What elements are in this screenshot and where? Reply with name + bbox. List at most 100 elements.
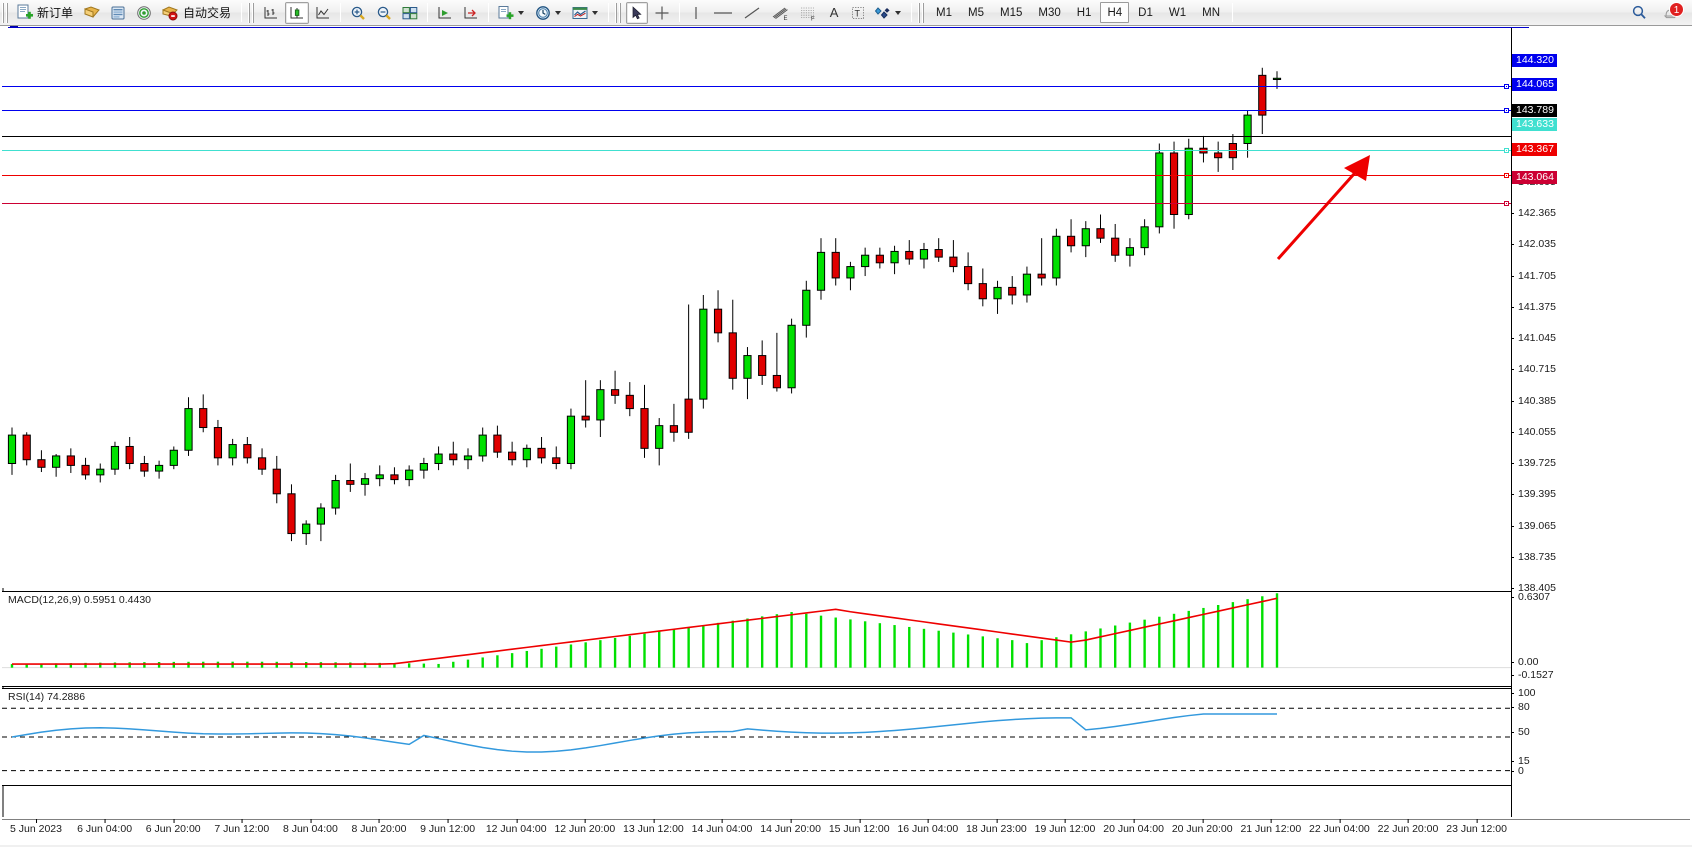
svg-text:T: T [855, 8, 861, 18]
price-tick-label: 142.365 [1518, 207, 1556, 220]
status-bar [0, 845, 1692, 847]
chevron-down-icon[interactable] [518, 10, 525, 15]
new-order-button[interactable]: 新订单 [13, 2, 78, 24]
price-level-143-064-handle[interactable] [1504, 201, 1509, 206]
chevron-down-icon[interactable] [592, 10, 599, 15]
horizontal-line-button[interactable] [709, 2, 737, 24]
periods-button[interactable] [531, 2, 566, 24]
text-button[interactable]: A [829, 5, 839, 20]
price-level-144-320-tag[interactable]: 144.320 [1512, 54, 1557, 67]
zoom-out-button[interactable] [372, 2, 396, 24]
price-level-143-064-tag[interactable]: 143.064 [1512, 171, 1557, 184]
candle-body [772, 374, 781, 389]
candle-body [52, 455, 61, 468]
price-level-143-064-line[interactable] [2, 203, 1511, 204]
price-level-144-065-tag[interactable]: 144.065 [1512, 78, 1557, 91]
shapes-button[interactable] [871, 2, 906, 24]
chevron-down-icon[interactable] [555, 10, 562, 15]
text-label-button[interactable]: T [847, 2, 869, 24]
price-tick-label: 141.045 [1518, 332, 1556, 345]
macd-series [2, 593, 1511, 669]
candle-body [1096, 228, 1105, 239]
cursor-button[interactable] [626, 1, 649, 24]
candle-body [713, 308, 723, 334]
price-level-143-633-tag[interactable]: 143.633 [1512, 118, 1557, 131]
timeframe-m30-button[interactable]: M30 [1038, 6, 1061, 19]
svg-text:F: F [811, 16, 815, 21]
timeframe-m5-button[interactable]: M5 [968, 6, 984, 19]
indicator-scale-label: -0.1527 [1518, 669, 1554, 681]
time-scale[interactable]: 5 Jun 2023 6 Jun 04:00 6 Jun 20:00 7 Jun 12… [2, 819, 1690, 845]
candle-body [875, 254, 884, 264]
candle-body [449, 453, 458, 461]
timeframe-w1-button[interactable]: W1 [1168, 6, 1187, 19]
candle-body [169, 449, 178, 466]
fibonacci-button[interactable]: F [795, 2, 821, 24]
current-price-143-789-line[interactable] [2, 136, 1511, 137]
profiles-button[interactable] [80, 2, 104, 24]
toolbar-grip-4[interactable] [918, 2, 926, 23]
price-pane[interactable] [2, 28, 1511, 588]
candlestick-chart-button[interactable] [285, 1, 310, 24]
price-level-143-367-handle[interactable] [1504, 173, 1509, 178]
price-level-144-320-handle[interactable] [1504, 84, 1509, 89]
equidistant-channel-button[interactable]: E [767, 2, 793, 24]
candle-body [596, 389, 605, 421]
signals-button[interactable] [132, 2, 156, 24]
notifications-button[interactable]: 1 [1658, 1, 1684, 24]
bar-chart-icon [264, 6, 278, 18]
chevron-down-icon[interactable] [895, 10, 902, 15]
rsi-scale-50: 50 [1511, 726, 1691, 738]
timeframe-m1-button[interactable]: M1 [936, 6, 953, 19]
auto-trading-button[interactable]: 自动交易 [158, 2, 236, 24]
search-button[interactable] [1627, 2, 1651, 24]
candle-body [1111, 237, 1120, 256]
trendline-button[interactable] [739, 2, 765, 24]
crosshair-button[interactable] [650, 2, 674, 24]
rsi-pane[interactable]: RSI(14) 74.2886 [2, 688, 1511, 786]
toolbar-grip-3[interactable] [615, 2, 623, 23]
candle-body [1037, 273, 1046, 279]
price-level-144-320-line[interactable] [2, 86, 1511, 87]
clock-icon [536, 5, 550, 20]
toolbar-grip-1[interactable] [2, 2, 9, 23]
candle-body [1214, 152, 1223, 159]
indicators-button[interactable] [494, 2, 529, 24]
price-scale[interactable]: 142.695142.365142.035141.705141.375141.0… [1511, 28, 1690, 817]
new-order-icon [17, 4, 33, 19]
time-tick: 21 Jun 12:00 [1240, 819, 1302, 835]
templates-button[interactable] [568, 2, 603, 24]
macd-pane[interactable]: MACD(12,26,9) 0.5951 0.4430 [2, 591, 1511, 687]
search-icon [1632, 5, 1646, 19]
zoom-in-button[interactable] [346, 2, 370, 24]
timeframe-h4-button[interactable]: H4 [1100, 2, 1130, 23]
market-watch-button[interactable] [106, 2, 130, 24]
price-level-143-367-line[interactable] [2, 175, 1511, 176]
candle-body [1155, 152, 1164, 228]
vertical-line-button[interactable] [685, 2, 707, 24]
chart-shift-button[interactable] [459, 2, 483, 24]
candle-body [1243, 114, 1252, 145]
timeframe-d1-button[interactable]: D1 [1138, 6, 1153, 19]
price-tick: 139.725 [1511, 457, 1556, 469]
time-tick: 22 Jun 04:00 [1309, 819, 1370, 835]
candle-body [728, 332, 737, 379]
price-level-143-633-handle[interactable] [1504, 148, 1509, 153]
price-level-143-633-line[interactable] [2, 150, 1511, 151]
auto-scroll-button[interactable] [433, 2, 457, 24]
line-chart-button[interactable] [311, 2, 335, 24]
bar-chart-button[interactable] [259, 2, 283, 24]
toolbar-grip-2[interactable] [248, 2, 256, 23]
chart-window[interactable]: USDJPY-,H4 143.776 143.863 143.677 143.7… [0, 26, 1692, 847]
price-level-144-065-line[interactable] [2, 110, 1511, 111]
price-level-144-065-handle[interactable] [1504, 108, 1509, 113]
price-tick-label: 141.375 [1518, 300, 1556, 313]
crosshair-icon [655, 6, 669, 19]
candle-body [1066, 235, 1076, 247]
timeframe-h1-button[interactable]: H1 [1076, 6, 1092, 19]
price-level-143-367-tag[interactable]: 143.367 [1512, 143, 1557, 156]
timeframe-m15-button[interactable]: M15 [1000, 6, 1023, 19]
timeframe-mn-button[interactable]: MN [1202, 6, 1220, 19]
tile-windows-button[interactable] [398, 2, 422, 24]
current-price-143-789-tag[interactable]: 143.789 [1512, 104, 1557, 117]
